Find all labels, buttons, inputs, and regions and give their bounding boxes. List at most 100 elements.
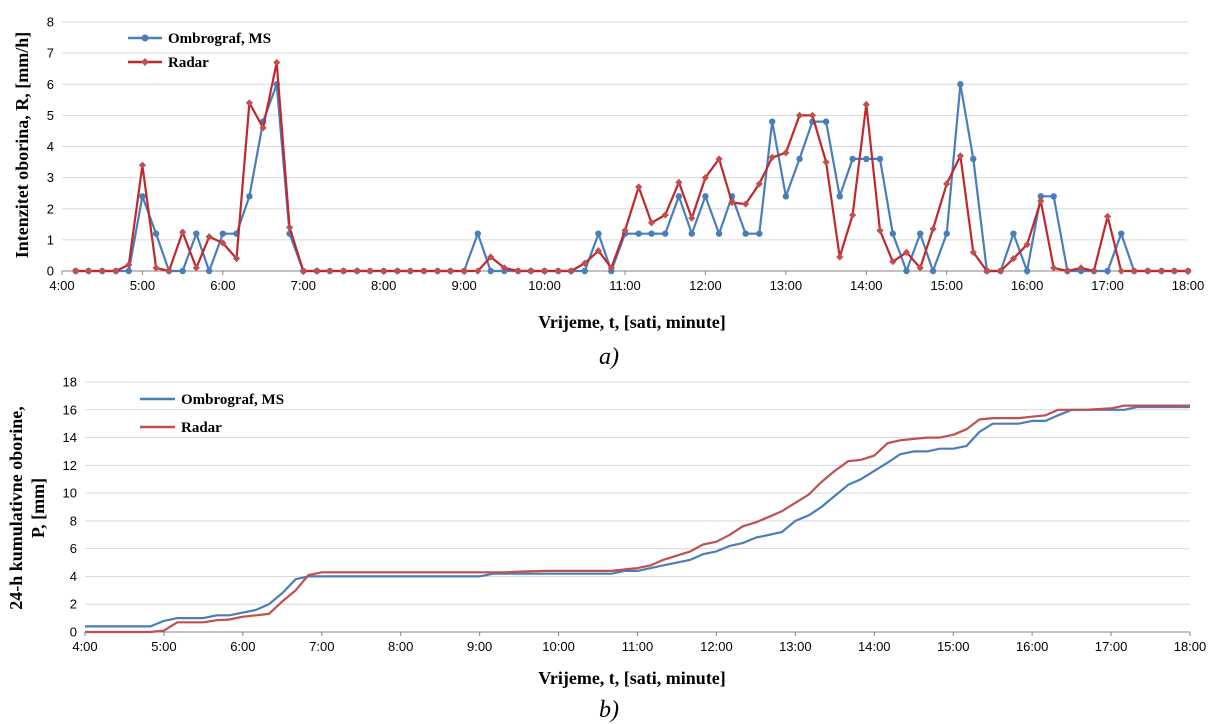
x-tick-label: 10:00 <box>528 278 561 293</box>
legend-label-radar: Radar <box>168 55 209 71</box>
data-point-radar <box>929 225 937 233</box>
data-point-ombrograf <box>796 155 803 163</box>
data-point-ombrograf <box>957 81 964 88</box>
y-tick-label: 14 <box>63 430 77 445</box>
data-point-ombrograf <box>581 267 588 275</box>
grid-lines <box>85 381 1190 605</box>
data-point-radar <box>540 267 549 275</box>
data-point-ombrograf <box>768 118 776 125</box>
data-point-radar <box>84 267 93 275</box>
x-tick-labels: 4:00 5:00 6:00 7:00 8:00 9:00 10:00 11:00 12:00 1… <box>72 632 1206 654</box>
data-point-radar <box>621 226 629 235</box>
data-point-ombrograf <box>152 230 160 237</box>
chart-panel-a: 0 1 2 3 4 5 6 7 8 4:00 5:00 6:00 7:00 8:00 9:00 10:00 1… <box>12 15 1204 371</box>
x-tick-label: 17:00 <box>1091 278 1124 293</box>
data-point-radar <box>1170 267 1178 275</box>
data-point-ombrograf <box>916 230 924 237</box>
x-tick-label: 8:00 <box>388 639 413 654</box>
y-tick-label: 1 <box>47 232 54 247</box>
data-point-radar <box>299 267 307 275</box>
data-point-radar <box>715 155 723 163</box>
data-point-radar <box>661 211 669 219</box>
data-point-ombrograf <box>1010 230 1017 237</box>
data-point-radar <box>339 267 348 275</box>
y-axis-title: Intenzitet oborina, R, [mm/h] <box>12 32 32 258</box>
data-point-radar <box>554 267 562 275</box>
y-tick-label: 2 <box>70 597 77 612</box>
data-point-radar <box>1117 267 1125 275</box>
data-point-ombrograf <box>863 155 870 163</box>
data-point-radar <box>1063 267 1071 275</box>
data-point-radar <box>245 99 253 107</box>
data-point-radar <box>755 180 763 188</box>
y-tick-labels: 0 1 2 3 4 5 6 7 8 <box>47 15 54 279</box>
x-tick-label: 7:00 <box>291 278 316 293</box>
y-tick-labels: 0 2 4 6 8 10 12 14 16 18 <box>63 375 77 640</box>
x-tick-label: 6:00 <box>210 278 235 293</box>
chart-panel-b: 0 2 4 6 8 10 12 14 16 18 4:00 5:00 6:00 7:00 8:00 9:00… <box>6 375 1206 724</box>
legend-label-radar: Radar <box>181 420 222 436</box>
data-point-radar <box>943 180 951 188</box>
legend-label-ombrograf: Ombrograf, MS <box>181 392 284 408</box>
data-point-ombrograf <box>849 155 856 163</box>
data-point-ombrograf <box>1037 193 1045 200</box>
data-point-radar <box>647 219 656 227</box>
data-point-radar <box>876 226 884 235</box>
data-point-radar <box>219 239 227 247</box>
data-point-ombrograf <box>246 193 253 200</box>
data-point-ombrograf <box>662 230 669 237</box>
x-tick-label: 16:00 <box>1011 278 1044 293</box>
data-point-radar <box>1144 267 1152 275</box>
y-tick-label: 3 <box>47 170 54 185</box>
data-point-radar <box>460 267 468 275</box>
data-point-ombrograf <box>929 267 937 275</box>
data-point-radar <box>353 267 361 275</box>
series-group <box>72 58 1192 275</box>
y-axis-title-line-2: P, [mm] <box>28 478 48 538</box>
x-tick-label: 9:00 <box>451 278 476 293</box>
y-tick-label: 6 <box>70 541 77 556</box>
data-point-radar <box>205 233 213 241</box>
x-tick-label: 6:00 <box>230 639 255 654</box>
data-point-ombrograf <box>1118 230 1125 237</box>
series-group <box>85 404 1190 634</box>
x-tick-label: 18:00 <box>1174 639 1207 654</box>
y-tick-label: 8 <box>70 513 77 528</box>
legend-label-ombrograf: Ombrograf, MS <box>168 31 271 47</box>
data-point-radar <box>1184 267 1192 275</box>
data-point-radar <box>125 261 133 269</box>
x-tick-labels: 4:00 5:00 6:00 7:00 8:00 9:00 10:00 11:00 12:00 1… <box>49 271 1204 293</box>
data-point-radar <box>795 111 804 119</box>
x-tick-label: 4:00 <box>49 278 74 293</box>
panel-label-b: b) <box>599 697 619 723</box>
data-point-radar <box>1009 254 1018 263</box>
data-point-radar <box>514 267 522 275</box>
data-point-radar <box>393 267 401 275</box>
data-point-ombrograf <box>219 230 227 237</box>
data-point-radar <box>380 267 388 275</box>
data-point-radar <box>635 183 643 191</box>
x-tick-label: 18:00 <box>1172 278 1205 293</box>
data-point-radar <box>862 100 870 109</box>
data-point-radar <box>165 267 173 275</box>
x-tick-label: 10:00 <box>542 639 575 654</box>
data-point-radar <box>420 267 428 275</box>
data-point-ombrograf <box>139 193 146 200</box>
legend-marker-radar <box>141 58 149 66</box>
y-tick-label: 16 <box>63 402 77 417</box>
data-point-radar <box>366 267 374 275</box>
data-point-ombrograf <box>822 118 830 125</box>
data-point-radar <box>1077 264 1085 272</box>
data-point-radar <box>889 258 897 266</box>
x-tick-label: 7:00 <box>309 639 334 654</box>
x-tick-label: 14:00 <box>850 278 883 293</box>
x-tick-label: 11:00 <box>609 278 641 293</box>
x-tick-label: 17:00 <box>1095 639 1128 654</box>
x-tick-label: 11:00 <box>622 639 654 654</box>
y-tick-label: 18 <box>63 375 77 390</box>
data-point-radar <box>112 267 120 275</box>
data-point-radar <box>1157 267 1166 275</box>
data-point-radar <box>1037 197 1045 205</box>
data-point-ombrograf <box>782 193 790 200</box>
